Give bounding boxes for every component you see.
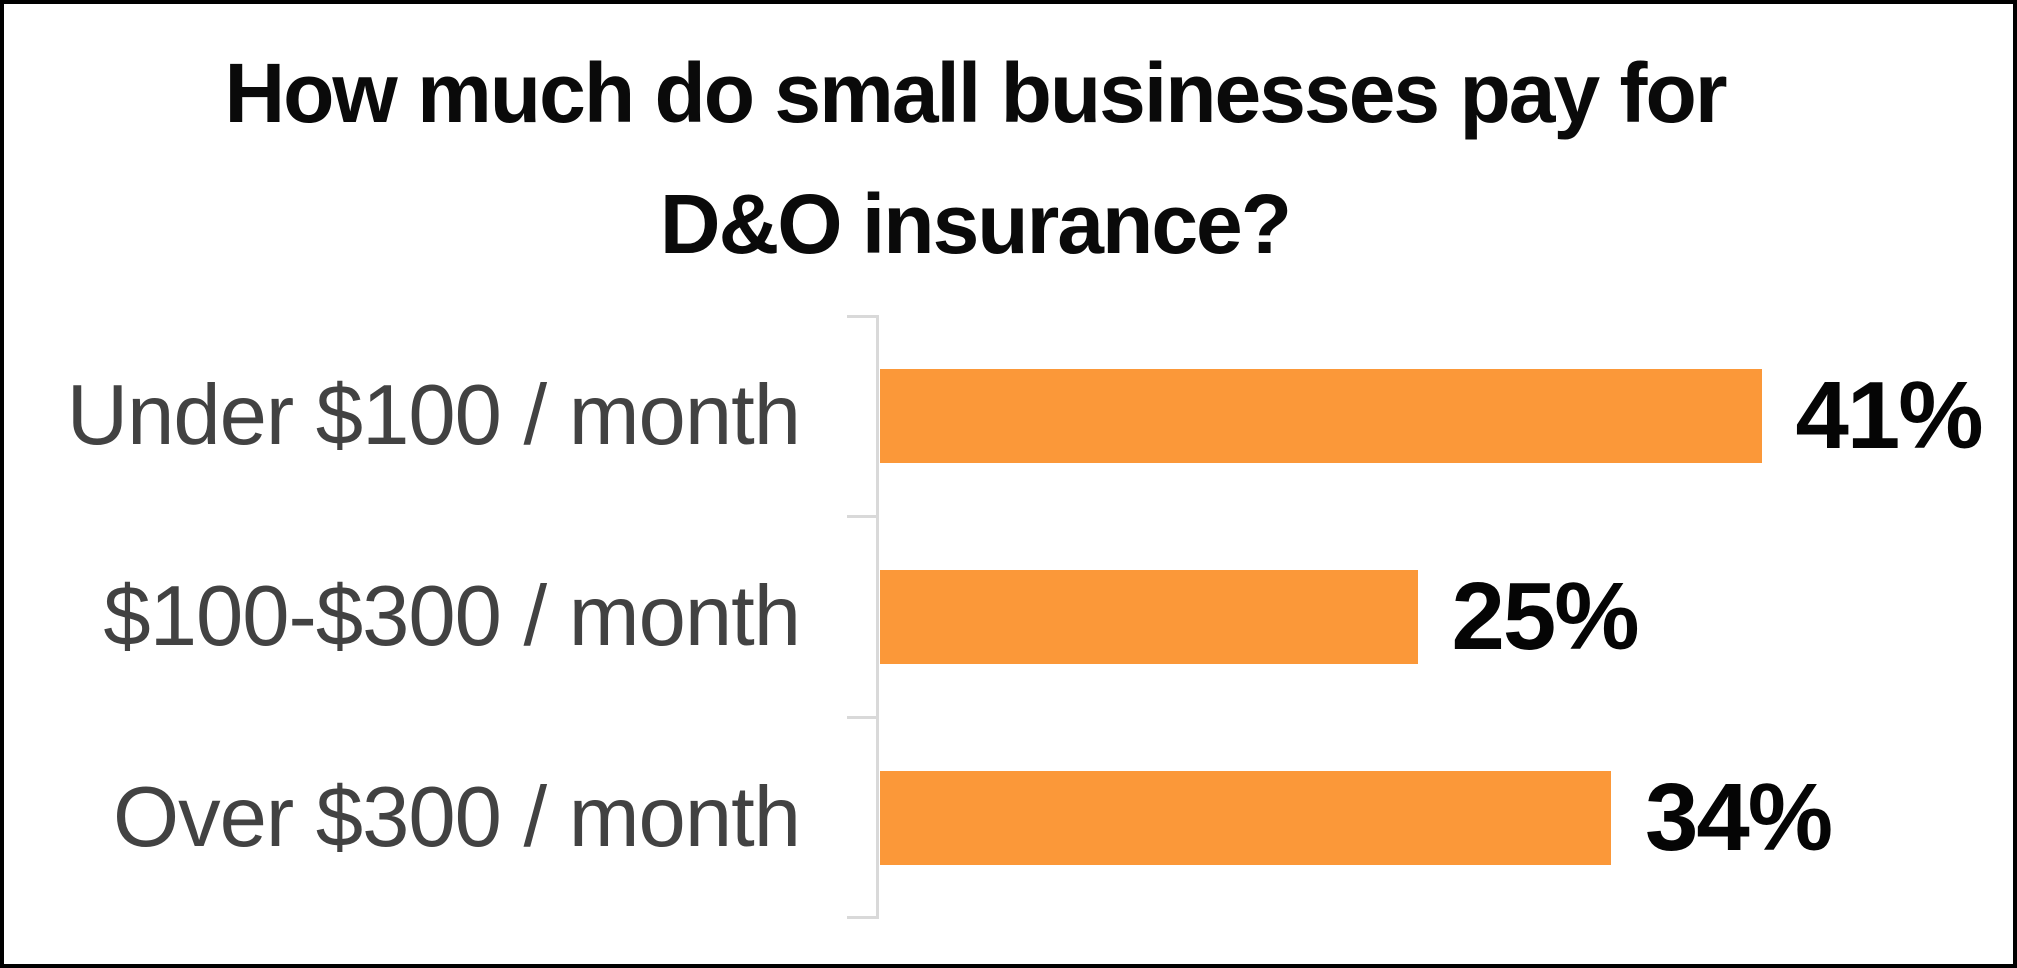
value-label-100-300: 25% [1451,562,1640,670]
chart-title: How much do small businesses pay for D&O… [4,28,1946,290]
chart-row: $100-$300 / month 25% [4,516,2009,717]
category-label-100-300: $100-$300 / month [103,568,801,664]
chart-row: Over $300 / month 34% [4,718,2009,919]
chart-title-line-2: D&O insurance? [659,177,1292,272]
bar-rows: Under $100 / month 41% $100-$300 / month… [4,315,2009,919]
chart-row: Under $100 / month 41% [4,315,2009,516]
axis-tick [847,515,877,518]
value-label-under-100: 41% [1795,361,1984,469]
chart-title-line-1: How much do small businesses pay for [224,46,1727,140]
category-label-over-300: Over $300 / month [113,770,801,866]
plot-area: Under $100 / month 41% $100-$300 / month… [4,315,2009,919]
value-label-over-300: 34% [1645,764,1833,872]
axis-tick [847,916,877,919]
bar-over-300 [880,771,1611,866]
axis-tick [847,716,877,719]
bar-100-300 [880,569,1418,664]
category-label-under-100: Under $100 / month [66,367,801,463]
category-axis-line [876,315,879,919]
bar-under-100 [880,368,1762,463]
axis-tick [847,315,877,318]
